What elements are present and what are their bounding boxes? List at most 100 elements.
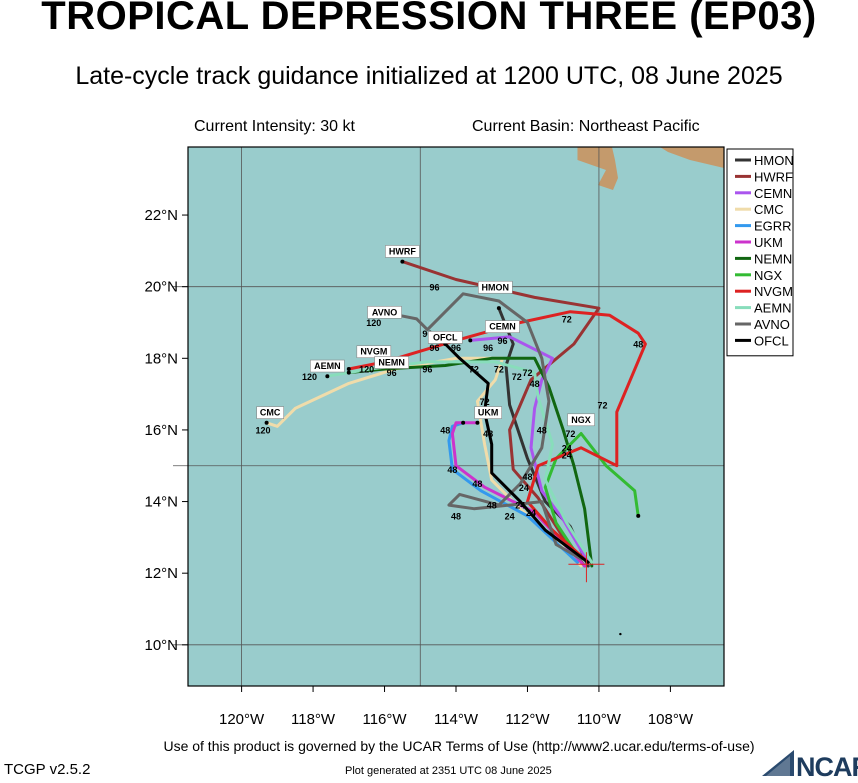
- track-end-marker: [346, 367, 351, 372]
- model-label-text: CEMN: [489, 322, 516, 332]
- current-basin: Current Basin: Northeast Pacific: [472, 118, 700, 135]
- legend-label: AEMN: [754, 301, 792, 316]
- forecast-hour-label: 96: [430, 343, 440, 353]
- lat-label: 12°N: [144, 565, 178, 582]
- model-label-text: NVGM: [360, 347, 387, 357]
- model-label-text: HMON: [482, 282, 510, 292]
- forecast-hour-label: 96: [497, 336, 507, 346]
- legend-box: [726, 148, 794, 357]
- forecast-hour-label: 48: [487, 501, 497, 511]
- forecast-hour-label: 72: [512, 372, 522, 382]
- model-label-nvgm: NVGM: [356, 345, 392, 359]
- legend-label: NGX: [754, 268, 783, 283]
- land-masses: [577, 147, 724, 190]
- legend-label: EGRR: [754, 219, 792, 234]
- model-label-text: OFCL: [433, 332, 458, 342]
- track-ofcl: [443, 342, 590, 564]
- current-intensity: Current Intensity: 30 kt: [194, 118, 355, 135]
- legend-entry-ofcl: OFCL: [735, 333, 789, 348]
- track-nvgm: [347, 310, 647, 564]
- forecast-hour-label: 48: [633, 340, 643, 350]
- forecast-hour-label: 120: [256, 426, 271, 436]
- forecast-hour-label: 48: [530, 379, 540, 389]
- forecast-hour-label: 120: [359, 365, 374, 375]
- model-label-nemn: NEMN: [374, 356, 409, 369]
- forecast-hour-label: 96: [451, 343, 461, 353]
- legend-label: OFCL: [754, 333, 789, 348]
- map-subtitle: Late-cycle track guidance initialized at…: [75, 62, 783, 90]
- map-title: TROPICAL DEPRESSION THREE (EP03): [41, 0, 817, 38]
- track-avno: [372, 292, 583, 561]
- legend-entry-ukm: UKM: [735, 235, 783, 250]
- forecast-hour-label: 72: [469, 365, 479, 375]
- lat-label: 16°N: [144, 422, 178, 439]
- forecast-hour-label: 24: [526, 508, 536, 518]
- model-label-avno: AVNO: [367, 306, 402, 319]
- forecast-hour-label: 48: [472, 479, 482, 489]
- model-label-text: NGX: [571, 415, 591, 425]
- legend-label: AVNO: [754, 317, 790, 332]
- legend-label: NEMN: [754, 251, 792, 266]
- track-cemn: [468, 335, 590, 564]
- mainland-land: [660, 147, 724, 168]
- legend-entry-aemn: AEMN: [735, 301, 792, 316]
- forecast-hour-label: 48: [440, 426, 450, 436]
- lon-label: 108°W: [648, 711, 694, 728]
- baja-land: [577, 147, 618, 190]
- forecast-hour-label: 72: [480, 397, 490, 407]
- model-label-hmon: HMON: [478, 280, 513, 294]
- ncar-logo-icon: [762, 750, 794, 776]
- forecast-hour-label: 120: [366, 318, 381, 328]
- track-end-marker: [400, 259, 405, 264]
- lon-label: 116°W: [362, 711, 407, 728]
- model-label-text: AVNO: [372, 307, 397, 317]
- forecast-hour-label: 48: [451, 511, 461, 521]
- legend-entry-nvgm: NVGM: [735, 284, 793, 299]
- legend-entry-cmc: CMC: [735, 202, 784, 217]
- legend-label: NVGM: [754, 284, 793, 299]
- forecast-hour-label: 96: [483, 343, 493, 353]
- model-label-ukm: UKM: [474, 406, 502, 419]
- lat-label: 14°N: [144, 494, 178, 511]
- forecast-hour-label: 24: [505, 511, 515, 521]
- legend-label: CMC: [754, 202, 784, 217]
- forecast-hour-label: 96: [430, 282, 440, 292]
- legend-label: UKM: [754, 235, 783, 250]
- model-label-text: CMC: [260, 408, 281, 418]
- lon-label: 114°W: [434, 711, 479, 728]
- forecast-hour-label: 96: [422, 365, 432, 375]
- forecast-hour-label: 24: [562, 443, 572, 453]
- track-end-marker: [636, 513, 641, 518]
- generated-timestamp: Plot generated at 2351 UTC 08 June 2025: [345, 765, 552, 777]
- track-ngx: [543, 432, 640, 557]
- legend-label: CEMN: [754, 186, 792, 201]
- legend-label: HWRF: [754, 169, 793, 184]
- forecast-hour-label: 96: [387, 368, 397, 378]
- forecast-hour-label: 72: [522, 368, 532, 378]
- lat-label: 10°N: [144, 637, 178, 654]
- lat-label: 20°N: [144, 279, 178, 296]
- legend-entry-avno: AVNO: [735, 317, 790, 332]
- track-end-marker: [496, 306, 501, 311]
- legend-entry-hwrf: HWRF: [735, 169, 793, 184]
- model-label-text: NEMN: [378, 357, 405, 367]
- legend-entry-nemn: NEMN: [735, 251, 792, 266]
- map-dot: [619, 632, 622, 636]
- model-label-text: HWRF: [389, 246, 416, 256]
- lat-label: 22°N: [144, 207, 178, 224]
- track-ukm: [450, 421, 587, 568]
- legend-entry-hmon: HMON: [735, 153, 794, 168]
- lon-label: 112°W: [505, 711, 550, 728]
- forecast-hour-label: 24: [562, 451, 572, 461]
- track-end-marker: [346, 370, 351, 375]
- forecast-hour-label: 48: [537, 426, 547, 436]
- forecast-hour-label: 48: [483, 429, 493, 439]
- lon-label: 110°W: [577, 711, 622, 728]
- track-end-marker: [264, 420, 269, 425]
- model-label-hwrf: HWRF: [385, 245, 420, 258]
- lon-label: 118°W: [291, 711, 336, 728]
- model-label-aemn: AEMN: [310, 359, 345, 373]
